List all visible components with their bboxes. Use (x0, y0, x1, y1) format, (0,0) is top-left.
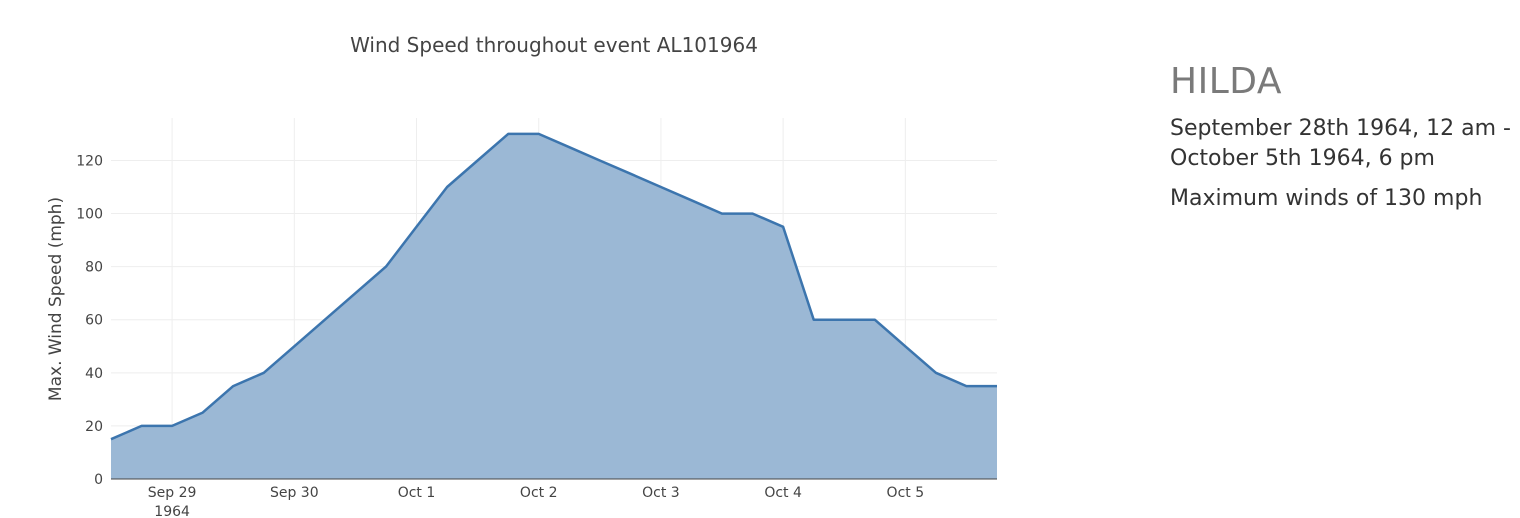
x-tick-label: Oct 3 (642, 485, 680, 501)
x-tick-label: Oct 2 (520, 485, 558, 501)
x-tick-label: Oct 4 (764, 485, 802, 501)
storm-max-winds: Maximum winds of 130 mph (1170, 186, 1483, 211)
y-tick-label: 120 (76, 153, 103, 169)
storm-info-panel: HILDA September 28th 1964, 12 am - Octob… (1170, 58, 1515, 214)
chart-title: Wind Speed throughout event AL101964 (350, 33, 758, 57)
series-line (110, 132, 997, 441)
x-axis-ticks: Sep 29 1964 Sep 30 Oct 1 Oct 2 Oct 3 Oct 4 Oct … (148, 485, 924, 518)
x-tick-label: Oct 5 (887, 485, 925, 501)
series-area-fill (111, 133, 997, 479)
x-tick-label: Oct 1 (398, 485, 436, 501)
y-tick-label: 100 (76, 207, 103, 223)
y-axis-ticks: 0 20 40 60 80 100 120 (76, 153, 103, 488)
y-tick-label: 60 (85, 313, 103, 329)
storm-name: HILDA (1170, 61, 1282, 102)
x-tick-label: Sep 30 (270, 485, 319, 501)
storm-date-range: September 28th 1964, 12 am - October 5th… (1170, 116, 1511, 171)
x-tick-sublabel: 1964 (154, 504, 190, 518)
y-tick-label: 0 (94, 472, 103, 488)
y-tick-label: 80 (85, 260, 103, 276)
x-tick-label: Sep 29 (148, 485, 197, 501)
y-axis-label: Max. Wind Speed (mph) (46, 197, 66, 401)
y-tick-label: 20 (85, 419, 103, 435)
plot-area (110, 132, 997, 480)
y-tick-label: 40 (85, 366, 103, 382)
wind-speed-chart: Wind Speed throughout event AL101964 0 20… (46, 33, 997, 518)
